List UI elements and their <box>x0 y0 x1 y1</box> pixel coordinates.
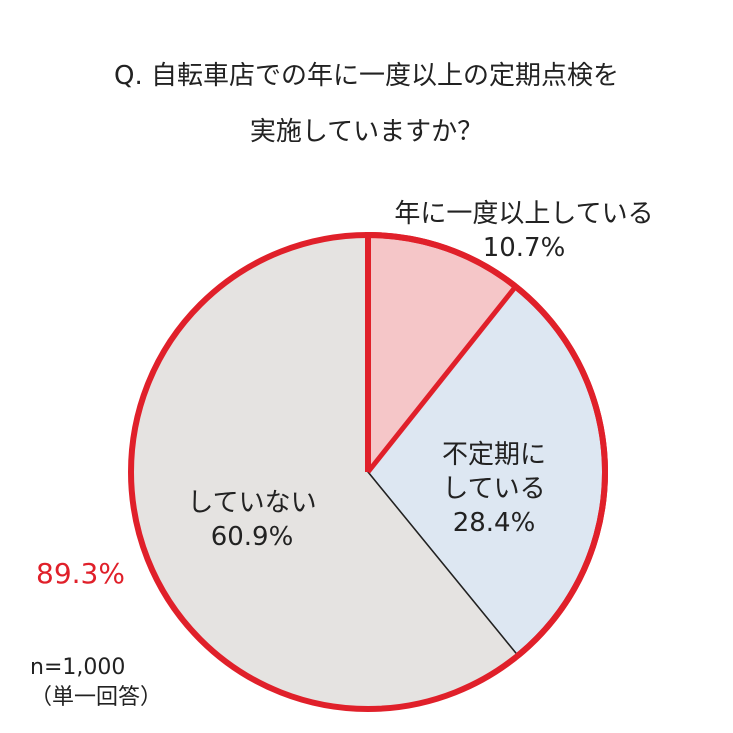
slice-category-label: 不定期に <box>442 440 546 470</box>
pie-outer-outline <box>128 232 608 712</box>
label-right-slice: 不定期にしている 28.4% <box>442 440 546 538</box>
title-line-1: Q. 自転車店での年に一度以上の定期点検を <box>114 61 619 91</box>
sample-size: n=1,000 <box>30 655 126 680</box>
slice-value-label: 60.9% <box>211 522 294 552</box>
slice-labels: 年に一度以上している 10.7% 不定期にしている 28.4% していない 60.9% <box>187 199 653 552</box>
highlight-value-label: 89.3% <box>36 557 125 590</box>
highlight-divider <box>366 285 518 474</box>
label-left-slice: していない 60.9% <box>187 488 316 552</box>
slice-category-label: 年に一度以上している <box>394 199 653 229</box>
slice-category-label: している <box>442 474 545 504</box>
slice-category-label: していない <box>187 488 316 518</box>
label-top-slice: 年に一度以上している 10.7% <box>394 199 653 263</box>
pie-slices <box>128 231 608 712</box>
chart-title: Q. 自転車店での年に一度以上の定期点検を 実施していますか？ <box>0 48 733 160</box>
title-line-2: 実施していますか？ <box>249 117 484 147</box>
answer-type-note: （単一回答） <box>30 685 163 710</box>
sample-info: n=1,000 （単一回答） <box>30 653 162 713</box>
slice-value-label: 28.4% <box>453 508 536 538</box>
slice-value-label: 10.7% <box>483 233 566 263</box>
